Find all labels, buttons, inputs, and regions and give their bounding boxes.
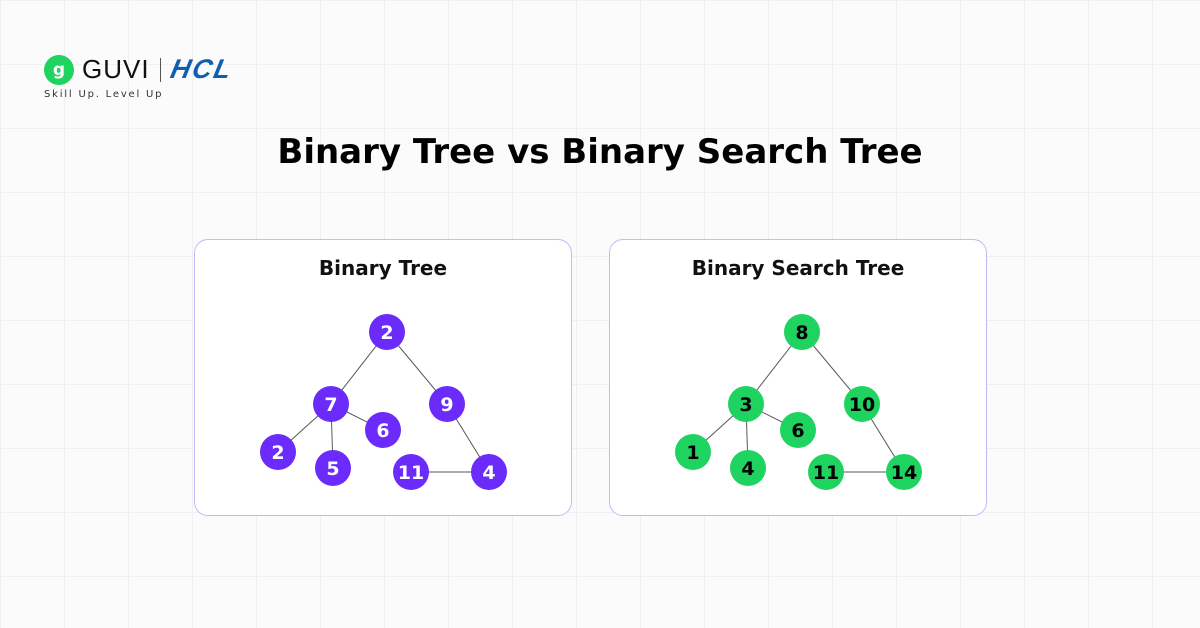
binary-tree-card: Binary Tree 2 7 9 6 2 5 11 4 [194, 239, 572, 516]
node-value: 11 [813, 462, 839, 484]
tree-node: 5 [315, 450, 351, 486]
tree-node: 1 [675, 434, 711, 470]
node-circle [784, 314, 820, 350]
tree-node: 7 [313, 386, 349, 422]
page-title: Binary Tree vs Binary Search Tree [277, 132, 923, 172]
tree-node: 4 [730, 450, 766, 486]
guvi-g-icon: g [44, 54, 74, 85]
card-title: Binary Search Tree [691, 256, 905, 280]
tree-node: 2 [369, 314, 405, 350]
partner-name: HCL [167, 54, 236, 84]
node-value: 2 [380, 322, 393, 344]
node-circle [675, 434, 711, 470]
node-value: 4 [482, 462, 495, 484]
logo: g GUVI HCL [44, 54, 236, 85]
node-circle [369, 314, 405, 350]
node-circle [429, 386, 465, 422]
node-circle [471, 454, 507, 490]
binary-tree-diagram: 2 7 9 6 2 5 11 4 [260, 314, 507, 490]
tree-node: 4 [471, 454, 507, 490]
node-circle [730, 450, 766, 486]
node-circle [728, 386, 764, 422]
bst-card: Binary Search Tree 8 3 10 6 1 4 11 14 [609, 239, 987, 516]
node-circle [315, 450, 351, 486]
node-value: 2 [271, 442, 284, 464]
node-circle [886, 454, 922, 490]
tree-node: 10 [844, 386, 880, 422]
node-value: 6 [376, 420, 389, 442]
node-value: 14 [891, 462, 917, 484]
node-circle [365, 412, 401, 448]
node-circle [313, 386, 349, 422]
node-value: 10 [849, 394, 875, 416]
logo-divider [159, 57, 161, 82]
node-value: 8 [795, 322, 808, 344]
node-value: 5 [326, 458, 339, 480]
tree-node: 6 [780, 412, 816, 448]
node-value: 7 [324, 394, 337, 416]
node-value: 11 [398, 462, 424, 484]
node-value: 4 [741, 458, 754, 480]
node-value: 1 [686, 442, 699, 464]
tree-node: 14 [886, 454, 922, 490]
node-circle [260, 434, 296, 470]
tree-node: 6 [365, 412, 401, 448]
tree-node: 11 [393, 454, 429, 490]
tree-node: 9 [429, 386, 465, 422]
brand-name: GUVI [82, 54, 150, 84]
card-title: Binary Tree [318, 256, 448, 280]
node-value: 6 [791, 420, 804, 442]
tree-node: 3 [728, 386, 764, 422]
node-circle [780, 412, 816, 448]
tree-node: 2 [260, 434, 296, 470]
node-value: 9 [440, 394, 453, 416]
node-circle [844, 386, 880, 422]
tree-node: 11 [808, 454, 844, 490]
node-circle [808, 454, 844, 490]
node-circle [393, 454, 429, 490]
node-value: 3 [739, 394, 752, 416]
tagline: Skill Up. Level Up [44, 89, 164, 100]
tree-node: 8 [784, 314, 820, 350]
